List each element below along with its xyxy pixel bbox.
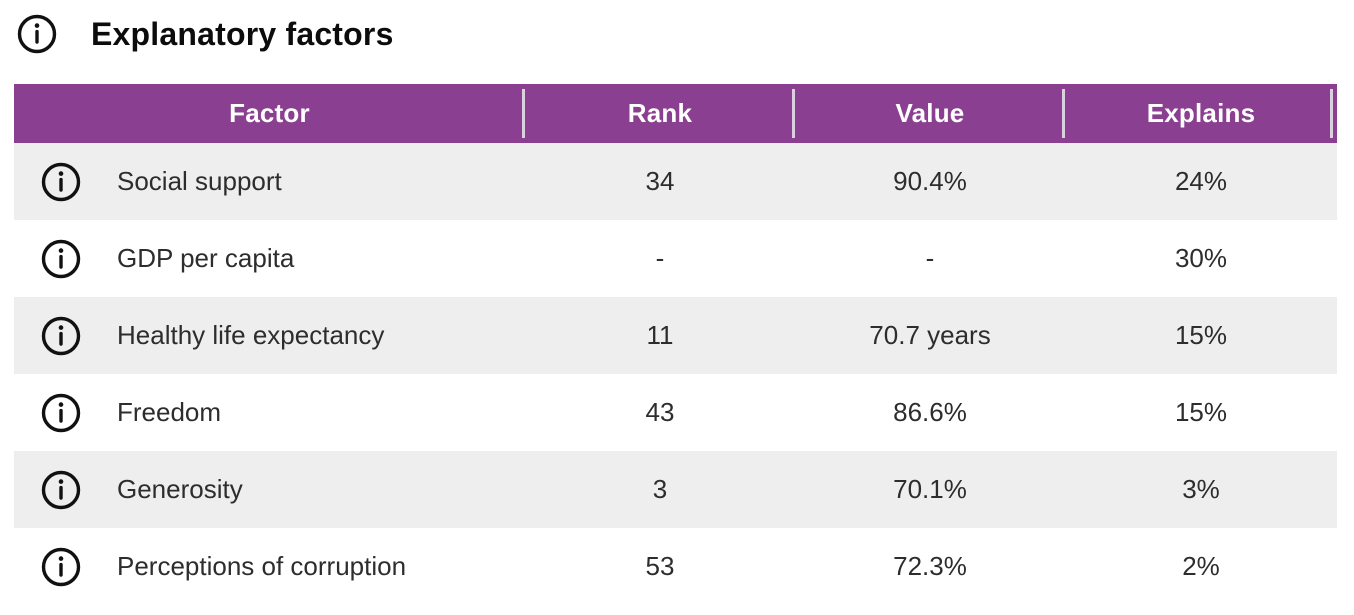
explains-cell: 30%: [1174, 243, 1228, 273]
value-cell: 90.4%: [893, 166, 967, 196]
factor-cell: Freedom: [14, 392, 525, 434]
factor-label: Freedom: [117, 397, 222, 427]
explains-cell: 15%: [1174, 320, 1228, 350]
value-cell: 86.6%: [893, 397, 967, 427]
value-cell: -: [925, 243, 935, 273]
factor-cell: Generosity: [14, 469, 525, 511]
explains-cell: 15%: [1174, 397, 1228, 427]
rank-cell: 34: [645, 166, 675, 196]
factor-cell: Healthy life expectancy: [14, 315, 525, 357]
info-icon[interactable]: [40, 315, 82, 357]
explanatory-factors-table: Factor Rank Value Explains Social suppor…: [14, 84, 1337, 605]
table-row: Perceptions of corruption 53 72.3% 2%: [14, 528, 1337, 605]
info-icon[interactable]: [40, 161, 82, 203]
rank-cell: 43: [645, 397, 675, 427]
factor-label: Perceptions of corruption: [117, 551, 407, 581]
table-header-row: Factor Rank Value Explains: [14, 84, 1337, 143]
info-icon[interactable]: [40, 546, 82, 588]
column-header-factor: Factor: [14, 84, 525, 143]
info-icon[interactable]: [40, 469, 82, 511]
column-header-rank: Rank: [525, 84, 795, 143]
rank-cell: 53: [645, 551, 675, 581]
table-row: Healthy life expectancy 11 70.7 years 15…: [14, 297, 1337, 374]
explains-cell: 24%: [1174, 166, 1228, 196]
factor-cell: Social support: [14, 161, 525, 203]
info-icon[interactable]: [16, 13, 58, 55]
value-cell: 72.3%: [893, 551, 967, 581]
explains-cell: 3%: [1182, 474, 1220, 504]
table-body: Social support 34 90.4% 24% GDP per capi…: [14, 143, 1337, 605]
factor-label: GDP per capita: [117, 243, 295, 273]
table-row: GDP per capita - - 30%: [14, 220, 1337, 297]
factor-label: Social support: [117, 166, 282, 196]
table-row: Freedom 43 86.6% 15%: [14, 374, 1337, 451]
info-icon[interactable]: [40, 392, 82, 434]
factor-cell: GDP per capita: [14, 238, 525, 280]
factor-cell: Perceptions of corruption: [14, 546, 525, 588]
factor-label: Healthy life expectancy: [117, 320, 385, 350]
table-row: Generosity 3 70.1% 3%: [14, 451, 1337, 528]
info-icon[interactable]: [40, 238, 82, 280]
value-cell: 70.7 years: [869, 320, 991, 350]
value-cell: 70.1%: [893, 474, 967, 504]
rank-cell: 3: [652, 474, 668, 504]
column-header-explains: Explains: [1065, 84, 1337, 143]
table-row: Social support 34 90.4% 24%: [14, 143, 1337, 220]
panel-header: Explanatory factors: [16, 12, 1337, 56]
factor-label: Generosity: [117, 474, 243, 504]
column-header-value: Value: [795, 84, 1065, 143]
rank-cell: -: [655, 243, 665, 273]
rank-cell: 11: [646, 320, 674, 350]
page-title: Explanatory factors: [91, 15, 394, 52]
explains-cell: 2%: [1182, 551, 1220, 581]
